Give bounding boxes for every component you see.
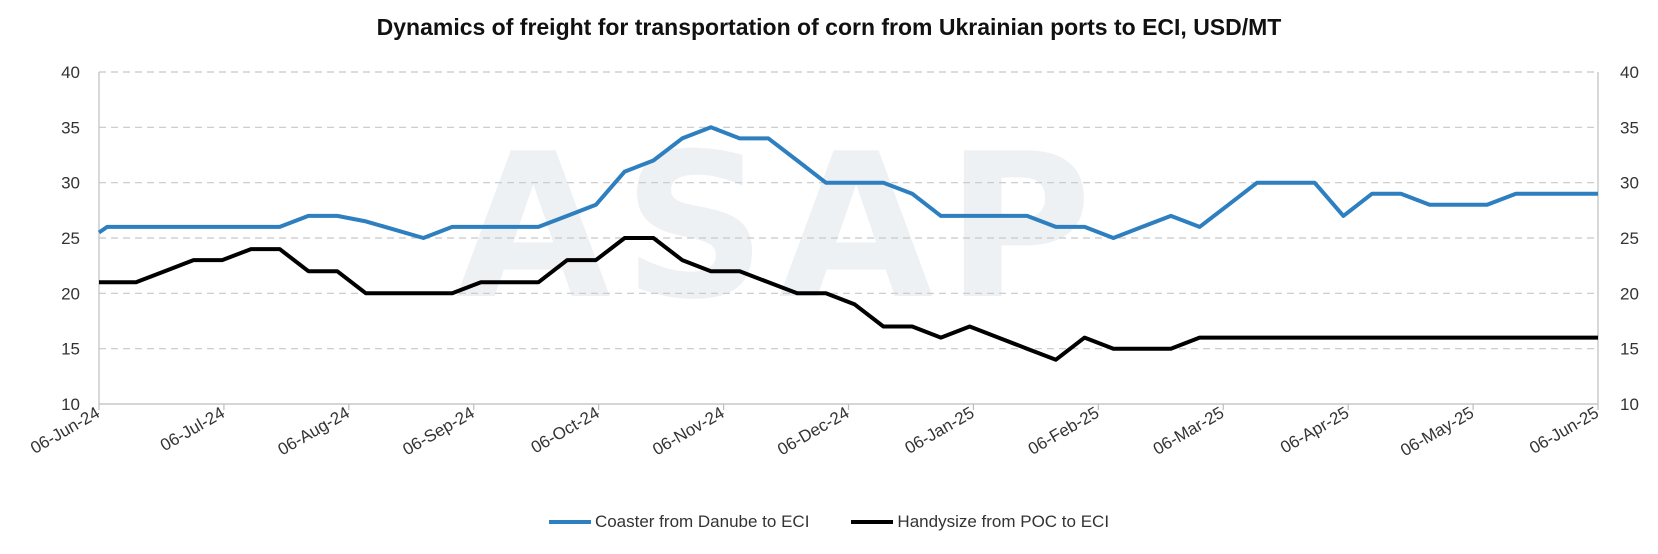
y-tick-label: 20 xyxy=(61,284,80,303)
legend-swatch-handysize xyxy=(851,520,894,524)
x-tick-label: 06-Dec-24 xyxy=(774,403,852,459)
watermark-logo: ASAP xyxy=(456,111,1104,344)
axes xyxy=(98,72,1599,410)
y-tick-label: 25 xyxy=(61,229,80,248)
x-tick-label: 06-Aug-24 xyxy=(275,403,353,459)
gridlines xyxy=(99,71,1598,350)
legend-item-handysize: Handysize from POC to ECI xyxy=(851,512,1109,532)
y-tick-label: 15 xyxy=(61,340,80,359)
legend-item-coaster: Coaster from Danube to ECI xyxy=(548,512,810,532)
y-tick-label: 30 xyxy=(61,174,80,193)
x-tick-label: 06-Oct-24 xyxy=(528,403,603,457)
series-lines xyxy=(97,125,1598,362)
x-tick-label: 06-Apr-25 xyxy=(1277,403,1352,457)
y2-tick-label: 15 xyxy=(1620,340,1639,359)
y-tick-label: 40 xyxy=(61,63,80,82)
y2-tick-label: 25 xyxy=(1620,229,1639,248)
x-tick-label: 06-Sep-24 xyxy=(399,403,477,459)
x-tick-label: 06-Jan-25 xyxy=(902,403,978,458)
y-tick-label: 35 xyxy=(61,118,80,137)
y2-tick-label: 35 xyxy=(1620,118,1639,137)
watermark-text: ASAP xyxy=(456,111,1104,344)
x-tick-label: 06-Feb-25 xyxy=(1025,403,1102,459)
legend-label-coaster: Coaster from Danube to ECI xyxy=(594,512,810,531)
x-tick-label: 06-Jul-24 xyxy=(157,403,228,455)
y2-tick-label: 30 xyxy=(1620,174,1639,193)
x-tick-label: 06-Jun-25 xyxy=(1526,403,1602,458)
chart-title: Dynamics of freight for transportation o… xyxy=(376,14,1282,40)
x-tick-label: 06-May-25 xyxy=(1397,403,1477,460)
y-tick-label: 10 xyxy=(61,395,80,414)
y2-tick-label: 20 xyxy=(1620,284,1639,303)
x-tick-label: 06-Nov-24 xyxy=(649,403,727,459)
legend: Coaster from Danube to ECI Handysize fro… xyxy=(0,512,1658,532)
series-line-coaster xyxy=(97,125,1598,240)
y2-tick-label: 10 xyxy=(1620,395,1639,414)
x-tick-label: 06-Mar-25 xyxy=(1150,403,1227,459)
legend-swatch-coaster xyxy=(548,520,591,524)
y2-tick-label: 40 xyxy=(1620,63,1639,82)
legend-label-handysize: Handysize from POC to ECI xyxy=(897,512,1110,531)
series-line-handysize xyxy=(99,236,1598,362)
